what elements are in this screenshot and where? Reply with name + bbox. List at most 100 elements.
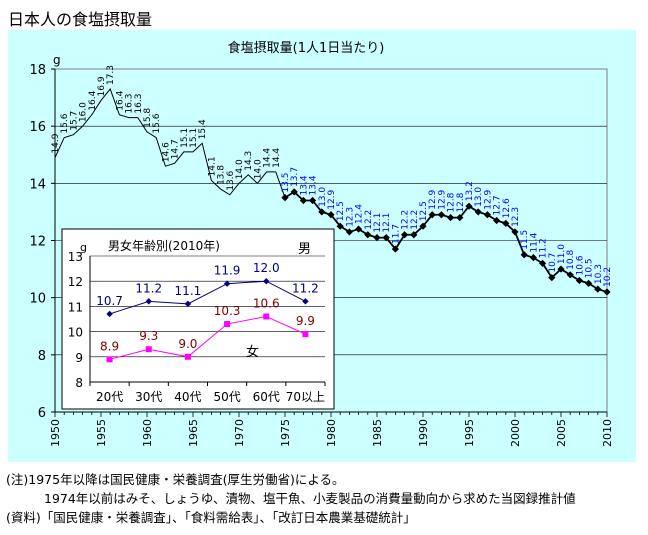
data-point-survey [456, 214, 464, 222]
inset-box [61, 228, 335, 410]
data-point-survey [447, 214, 455, 222]
inset-y-axis-unit: g [80, 241, 87, 254]
data-label: 12.9 [428, 189, 438, 209]
data-point-survey [419, 222, 427, 230]
inset-label-male: 11.9 [214, 264, 241, 278]
x-tick-label: 1975 [279, 419, 292, 447]
note-3: (資料)「国民健康・栄養調査」、「食料需給表」、「改訂日本農業基礎統計」 [6, 510, 416, 525]
data-point-survey [493, 216, 501, 225]
data-label: 16.4 [115, 90, 125, 110]
inset-label-male: 11.1 [175, 284, 202, 298]
data-label: 13.0 [318, 187, 328, 207]
data-label: 13.6 [226, 170, 236, 190]
x-tick-label: 2000 [509, 419, 522, 447]
data-label: 15.1 [180, 128, 190, 148]
data-point-survey [594, 285, 602, 293]
y-tick-label: 6 [38, 406, 46, 421]
inset-label-female: 8.9 [100, 339, 119, 353]
x-tick-label: 1985 [371, 419, 384, 447]
data-label: 16.4 [88, 90, 98, 110]
data-point-survey [511, 228, 519, 236]
x-tick-label: 1960 [141, 419, 154, 447]
data-label: 15.8 [143, 108, 153, 128]
y-axis-unit: g [53, 53, 61, 67]
data-label: 14.1 [207, 156, 217, 176]
data-label: 12.9 [483, 189, 493, 209]
inset-y-tick-label: 10 [68, 326, 83, 340]
x-tick-label: 1980 [325, 419, 338, 447]
data-point-survey [290, 188, 298, 196]
inset-point-male [302, 298, 309, 305]
page-title: 日本人の食塩摂取量 [8, 10, 153, 29]
inset-label-male: 12.0 [253, 261, 280, 275]
data-point-survey [410, 231, 418, 239]
data-point-survey [548, 274, 556, 282]
y-tick-label: 12 [29, 235, 46, 250]
inset-x-tick-label: 40代 [174, 390, 201, 404]
inset-label-male: 10.7 [96, 294, 123, 308]
data-label: 10.3 [594, 264, 604, 284]
data-point-survey [603, 288, 611, 296]
data-point-survey [483, 211, 491, 219]
data-point-survey [364, 231, 372, 239]
data-point-survey [373, 234, 381, 242]
inset-label-male: 11.2 [135, 281, 162, 295]
data-label: 14.0 [253, 159, 263, 179]
data-label: 11.2 [539, 238, 549, 258]
data-point-survey [327, 211, 335, 219]
data-label: 14.4 [263, 148, 273, 168]
data-point-survey [401, 231, 409, 239]
data-point-survey [309, 196, 317, 205]
inset-y-tick-label: 9 [75, 351, 83, 365]
data-label: 12.2 [401, 210, 411, 230]
y-tick-label: 18 [29, 63, 46, 78]
inset-point-male [223, 280, 231, 287]
data-label: 12.1 [382, 213, 392, 233]
data-label: 14.6 [161, 142, 171, 162]
data-label: 12.9 [437, 189, 447, 209]
data-label: 16.0 [79, 102, 89, 122]
data-label: 14.7 [171, 139, 181, 159]
data-label: 16.3 [134, 94, 144, 114]
data-label: 11.7 [391, 224, 401, 244]
data-point-survey [336, 222, 344, 230]
data-label: 14.3 [244, 151, 254, 171]
inset-x-tick-label: 20代 [96, 390, 123, 404]
data-label: 12.2 [410, 210, 420, 230]
inset-y-tick-label: 13 [68, 250, 83, 264]
x-tick-label: 1950 [49, 419, 62, 447]
data-label: 12.6 [502, 198, 512, 218]
data-label: 16.3 [125, 94, 135, 114]
data-point-survey [318, 208, 326, 216]
data-label: 11.4 [529, 232, 539, 252]
data-label: 13.4 [299, 175, 309, 195]
data-label: 10.2 [603, 267, 613, 287]
data-label: 13.4 [309, 175, 319, 195]
x-tick-label: 2005 [555, 419, 568, 447]
inset-point-female [224, 321, 231, 328]
data-point-survey [281, 194, 289, 202]
inset-point-female [302, 331, 309, 338]
data-label: 11.5 [520, 230, 530, 250]
inset-series-line-male [109, 280, 306, 315]
y-tick-label: 16 [29, 120, 46, 135]
data-label: 13.2 [465, 181, 475, 201]
data-label: 12.5 [419, 201, 429, 221]
series-connector [275, 171, 286, 198]
x-tick-label: 2010 [601, 419, 614, 447]
data-point-survey [575, 276, 583, 285]
data-label: 10.8 [566, 249, 576, 269]
data-label: 15.6 [60, 113, 70, 133]
series-line-estimate [54, 87, 276, 196]
note-1: (注)1975年以降は国民健康・栄養調査(厚生労働省)による。 [6, 472, 345, 487]
chart-panel: 6 8 10 12 14 16 18 1950 1955 1960 1965 1970 1975 1980… [8, 30, 636, 462]
data-label: 12.4 [355, 204, 365, 224]
data-point-survey [299, 196, 307, 205]
inset-label-female: 10.6 [253, 296, 280, 310]
data-label: 10.7 [548, 253, 558, 273]
data-label: 12.7 [493, 195, 503, 215]
data-label: 15.4 [198, 119, 208, 139]
data-label: 15.6 [152, 113, 162, 133]
data-label: 13.5 [281, 173, 291, 193]
inset-point-female [263, 313, 270, 320]
